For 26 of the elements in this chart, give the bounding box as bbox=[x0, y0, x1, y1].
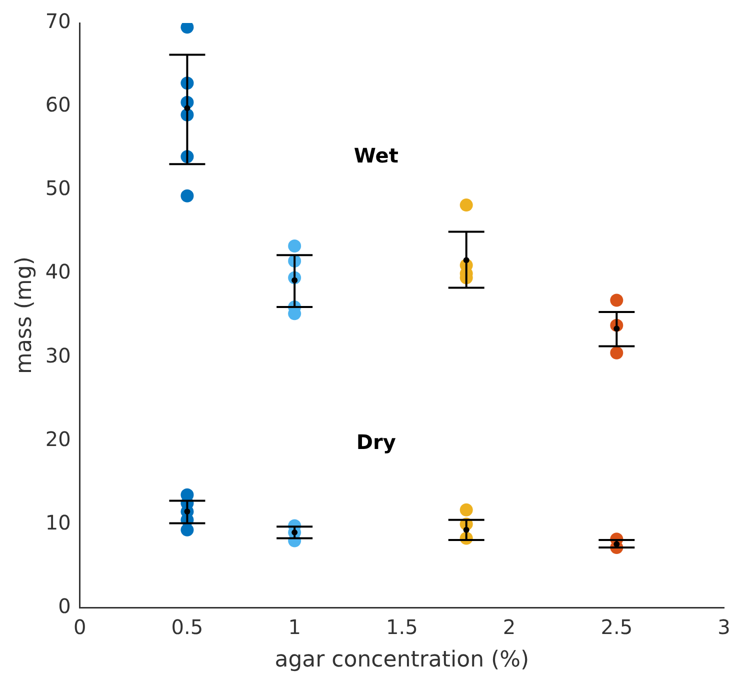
y-tick-label: 10 bbox=[45, 510, 71, 534]
point bbox=[180, 189, 194, 202]
x-tick-label: 0 bbox=[73, 614, 86, 639]
x-tick-label: 1 bbox=[288, 614, 301, 639]
y-tick-label: 70 bbox=[45, 9, 71, 34]
y-tick-label: 40 bbox=[45, 260, 71, 284]
y-tick-label: 60 bbox=[45, 92, 71, 117]
x-tick-label: 3 bbox=[718, 614, 730, 639]
x-axis-title: agar concentration (%) bbox=[274, 648, 530, 673]
point bbox=[610, 346, 624, 360]
point bbox=[460, 503, 473, 516]
x-tick-label: 2 bbox=[502, 614, 516, 639]
point bbox=[180, 523, 194, 536]
y-tick-label: 50 bbox=[45, 176, 71, 200]
point bbox=[288, 239, 302, 252]
x-tick-label: 1.5 bbox=[386, 614, 418, 639]
point bbox=[610, 294, 624, 307]
annotation: Wet bbox=[354, 144, 399, 168]
y-tick-label: 0 bbox=[58, 594, 71, 618]
y-tick-label: 20 bbox=[45, 426, 71, 451]
y-axis-title: mass (mg) bbox=[12, 256, 37, 374]
x-tick-label: 0.5 bbox=[171, 614, 204, 639]
point bbox=[460, 198, 473, 212]
x-tick-label: 2.5 bbox=[600, 614, 633, 639]
annotation: Dry bbox=[356, 430, 396, 454]
y-tick-label: 30 bbox=[45, 343, 71, 368]
